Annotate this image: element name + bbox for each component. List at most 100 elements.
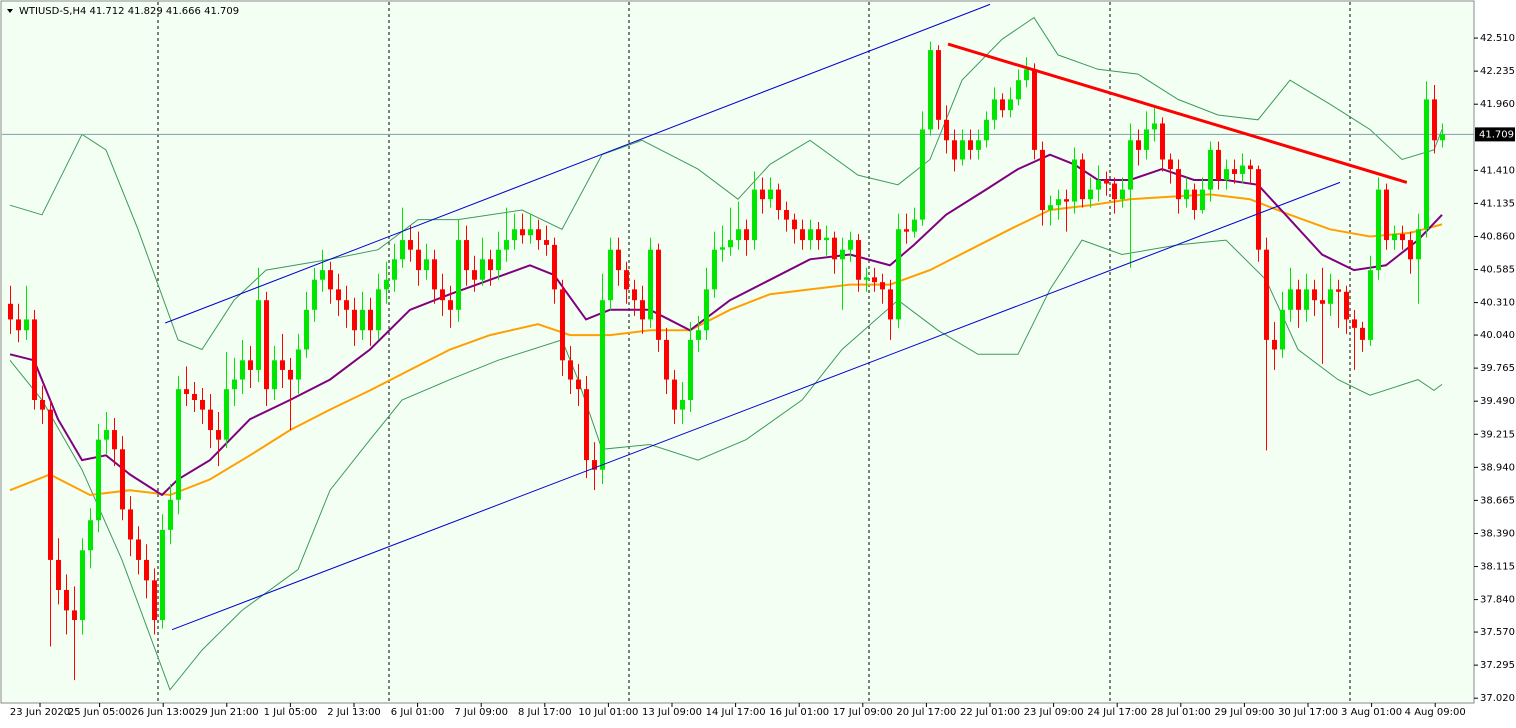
candle-body [456, 240, 461, 310]
candle-body [760, 189, 765, 200]
candle-body [448, 300, 453, 310]
y-tick-label: 40.860 [1480, 231, 1515, 242]
candle-body [984, 119, 989, 141]
candle-body [1136, 140, 1141, 150]
candle-body [800, 229, 805, 241]
candle-body [360, 309, 365, 331]
x-tick-label: 26 Jun 13:00 [131, 707, 195, 718]
candle-body [864, 277, 869, 280]
candle-body [1032, 69, 1037, 150]
y-tick-label: 40.310 [1480, 298, 1515, 309]
y-tick-label: 37.020 [1480, 693, 1515, 704]
candle-body [648, 249, 653, 320]
x-tick-label: 1 Jul 05:00 [264, 707, 318, 718]
candle-body [1208, 149, 1213, 190]
candle-body [624, 270, 629, 290]
candle-body [1168, 159, 1173, 170]
y-tick-label: 39.215 [1480, 429, 1515, 440]
candle-body [736, 229, 741, 241]
candle-body [88, 520, 93, 551]
candle-body [16, 319, 21, 331]
last-price-box [1475, 127, 1515, 142]
candle-body [1408, 240, 1413, 260]
header: WTIUSD-S,H4 41.712 41.829 41.666 41.709 [19, 6, 239, 17]
candle-body [1312, 289, 1317, 301]
candle-body [352, 309, 357, 331]
candle-body [544, 240, 549, 245]
x-tick-label: 22 Jul 01:00 [960, 707, 1020, 718]
y-tick-label: 38.665 [1480, 495, 1515, 506]
candle-body [824, 237, 829, 241]
candle-body [1280, 309, 1285, 350]
candle-body [872, 277, 877, 283]
candle-body [1336, 289, 1341, 292]
candle-body [1368, 270, 1373, 340]
candle-body [848, 240, 853, 250]
candle-body [960, 140, 965, 160]
x-tick-label: 20 Jul 17:00 [896, 707, 956, 718]
x-tick-label: 14 Jul 17:00 [706, 707, 766, 718]
candle-body [1216, 149, 1221, 180]
candle-body [368, 309, 373, 331]
candle-body [400, 240, 405, 260]
candle-body [672, 379, 677, 410]
candle-body [1264, 249, 1269, 340]
candle-body [856, 240, 861, 280]
trendline [947, 42, 1408, 184]
candle-body [792, 219, 797, 230]
candle-body [80, 550, 85, 621]
candle-body [112, 430, 117, 450]
candle-body [992, 99, 997, 120]
candle-body [496, 249, 501, 271]
candle-body [480, 259, 485, 280]
candle-body [320, 270, 325, 280]
candle-body [584, 389, 589, 461]
candle-body [1296, 289, 1301, 310]
y-tick-label: 39.490 [1480, 396, 1515, 407]
x-tick-label: 25 Jun 05:00 [68, 707, 132, 718]
candle-body [232, 379, 237, 390]
candle-body [440, 289, 445, 301]
candle-body [40, 399, 45, 410]
candle-body [816, 229, 821, 241]
candle-body [1144, 129, 1149, 150]
candle-body [304, 309, 309, 350]
candle-body [344, 300, 349, 310]
y-tick-label: 42.510 [1480, 33, 1515, 44]
candle-body [712, 249, 717, 290]
candle-body [160, 529, 165, 621]
candle-body [1176, 169, 1181, 200]
candle-body [120, 449, 125, 510]
x-tick-label: 7 Jul 09:00 [454, 707, 508, 718]
candle-body [656, 249, 661, 340]
x-tick-label: 29 Jul 09:00 [1214, 707, 1274, 718]
candle-body [880, 282, 885, 290]
x-tick-label: 23 Jun 2020 [10, 707, 70, 718]
candle-body [272, 360, 277, 390]
y-tick-label: 38.390 [1480, 528, 1515, 539]
candle-body [144, 559, 149, 581]
candle-body [512, 229, 517, 241]
candle-body [256, 300, 261, 370]
candle-body [1416, 229, 1421, 260]
candle-body [888, 289, 893, 320]
candle-body [728, 240, 733, 248]
y-tick-label: 39.765 [1480, 363, 1515, 374]
x-tick-label: 23 Jul 09:00 [1024, 707, 1084, 718]
candle-body [1048, 205, 1053, 211]
candle-body [504, 240, 509, 250]
candle-body [560, 289, 565, 361]
candle-body [384, 279, 389, 290]
candle-body [96, 439, 101, 521]
y-tick-label: 42.235 [1480, 66, 1515, 77]
candle-body [664, 339, 669, 380]
candle-body [312, 279, 317, 310]
candle-body [168, 499, 173, 530]
candle-body [8, 303, 13, 320]
candle-body [1096, 179, 1101, 190]
candle-body [1232, 169, 1237, 174]
candle-body [376, 289, 381, 331]
candle-body [1088, 189, 1093, 200]
y-tick-label: 38.940 [1480, 462, 1515, 473]
candle-body [432, 259, 437, 290]
